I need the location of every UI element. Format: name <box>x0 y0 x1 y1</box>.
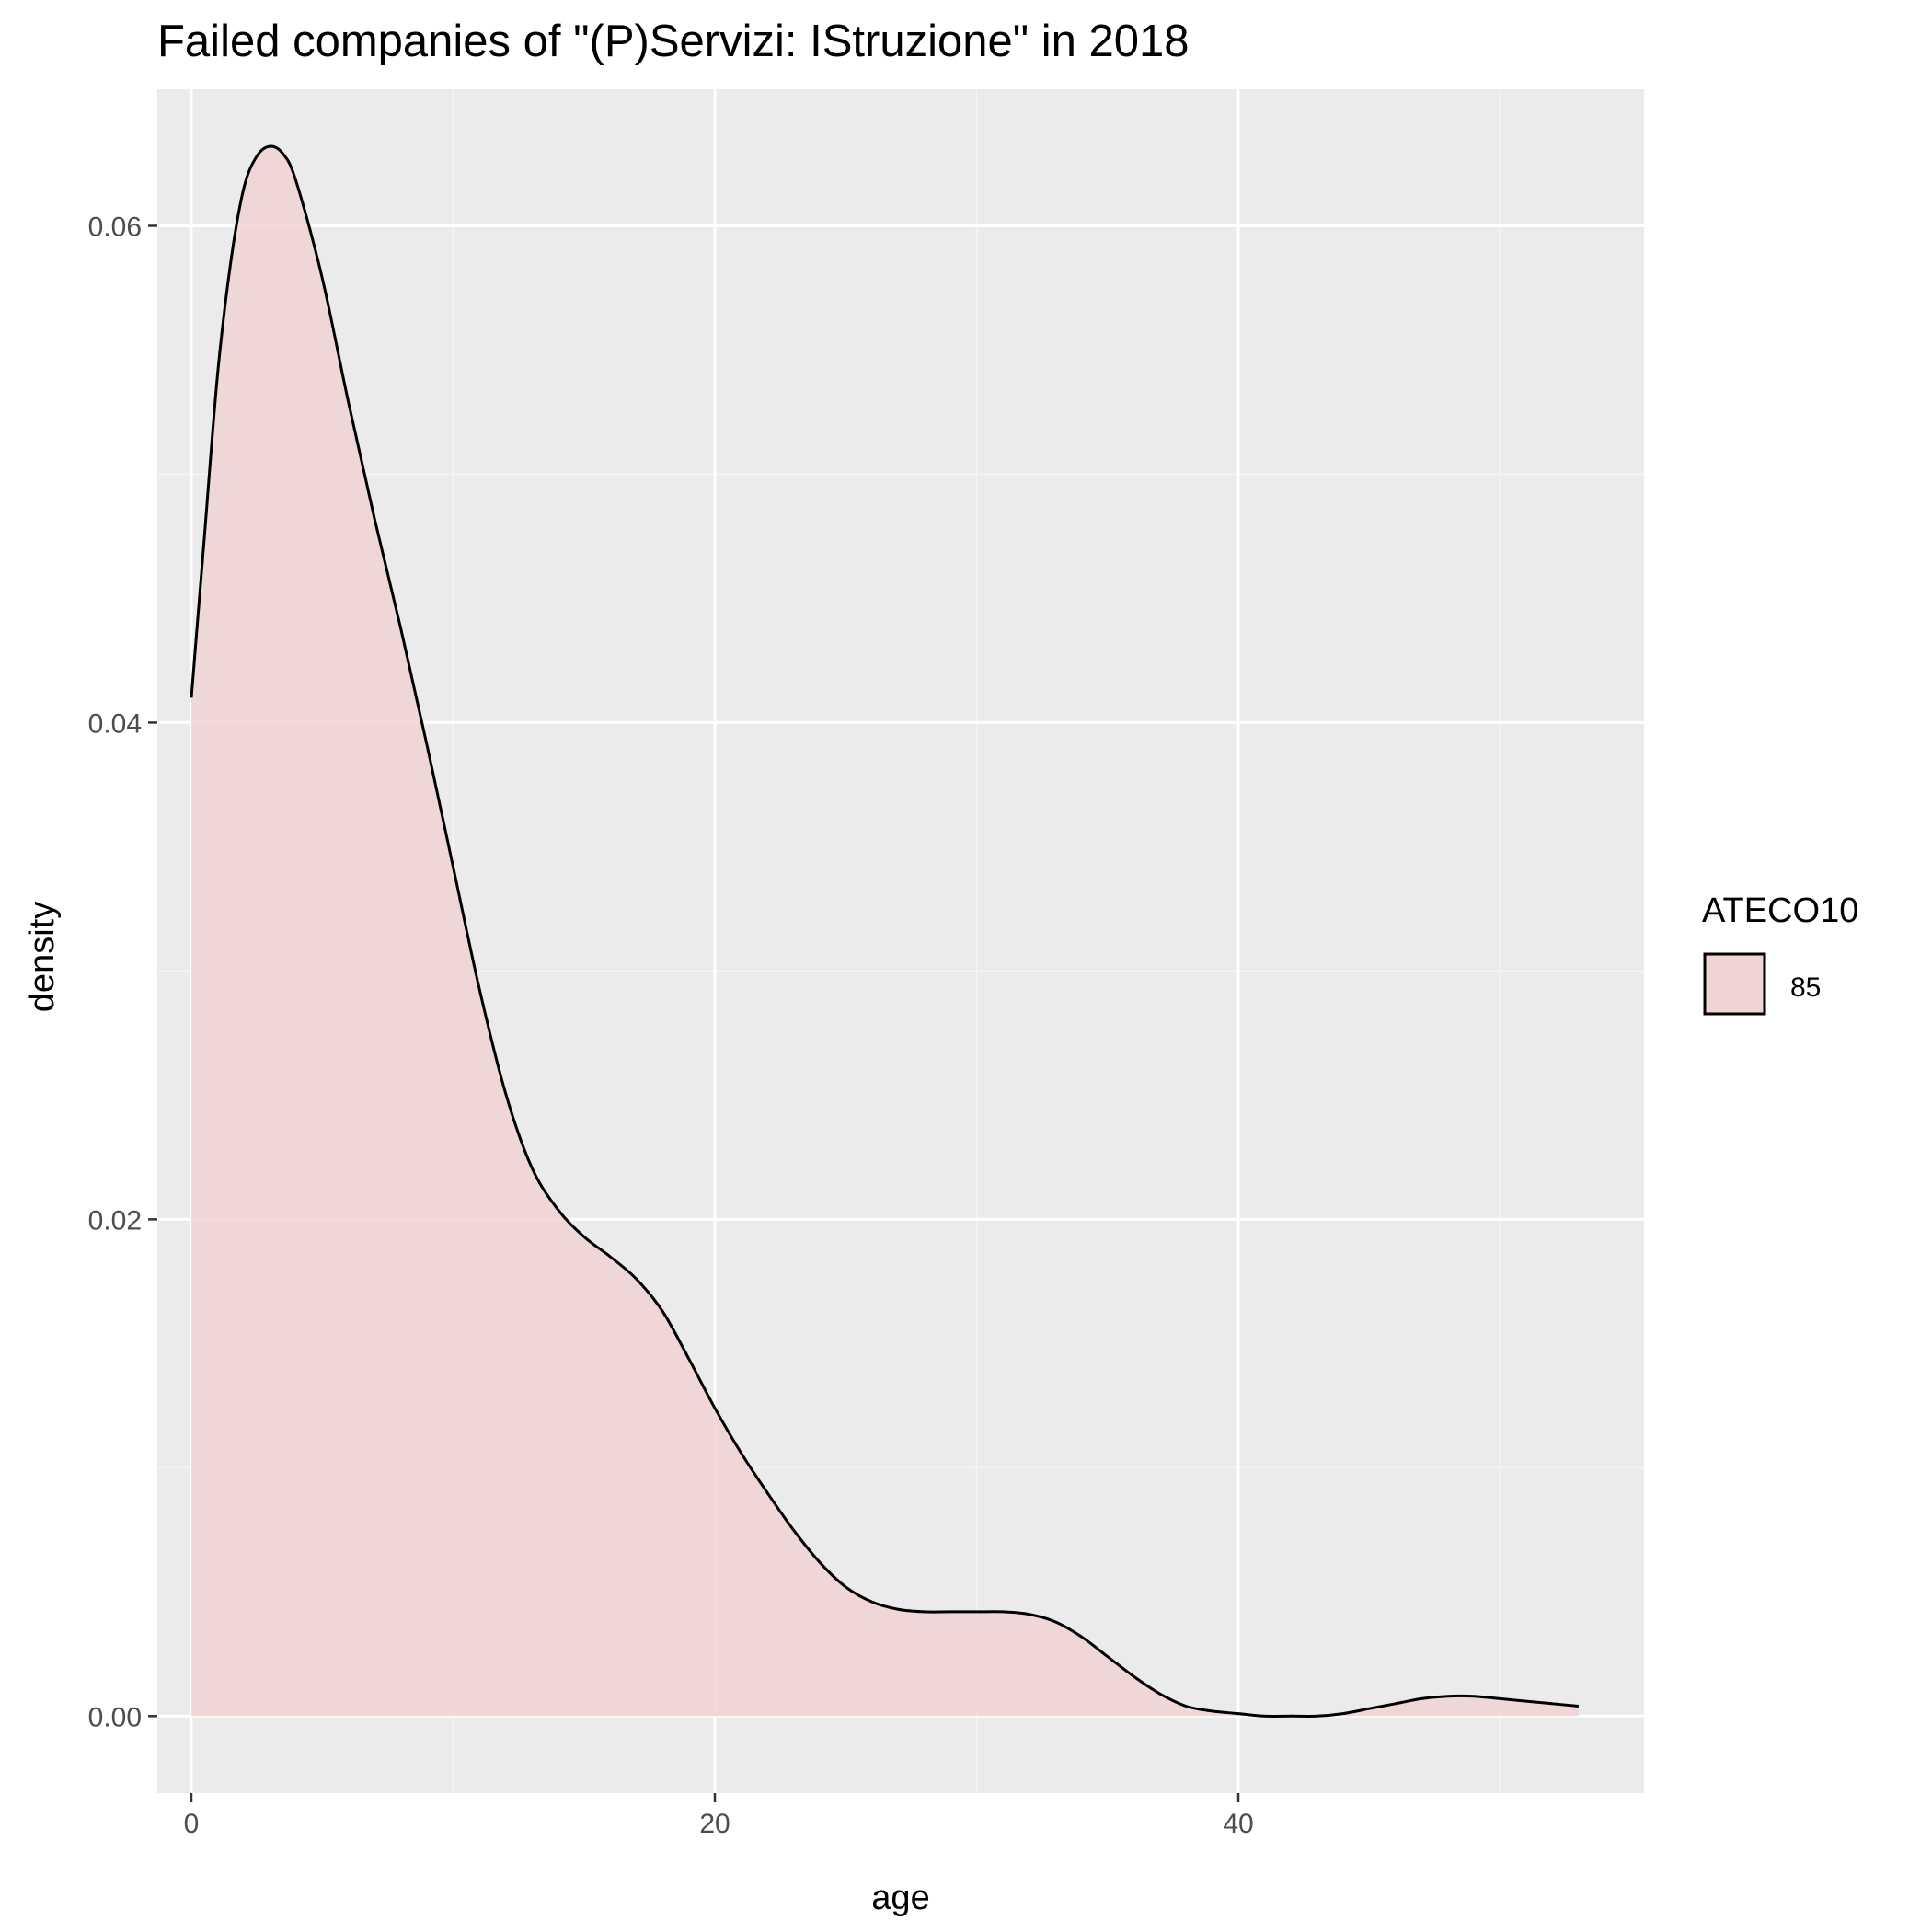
y-axis-title: density <box>23 902 62 1012</box>
y-tick-label: 0.02 <box>88 1205 142 1236</box>
y-tick-label: 0.00 <box>88 1702 142 1732</box>
density-line <box>190 144 1580 1719</box>
y-tick-label: 0.06 <box>88 212 142 242</box>
chart-title: Failed companies of "(P)Servizi: IStruzi… <box>157 17 1189 66</box>
legend-key-85 <box>1703 952 1766 1016</box>
x-axis-title: age <box>871 1879 929 1917</box>
x-axis: 0 20 40 <box>184 1793 1254 1839</box>
legend: ATECO10 85 <box>1702 891 1858 1016</box>
y-axis: 0.00 0.02 0.04 0.06 <box>88 212 157 1732</box>
density-area <box>190 146 1579 1717</box>
x-tick-label: 0 <box>184 1809 200 1839</box>
legend-label-85: 85 <box>1790 972 1821 1003</box>
legend-title: ATECO10 <box>1702 891 1858 930</box>
x-tick-label: 40 <box>1223 1809 1253 1839</box>
x-tick-label: 20 <box>699 1809 730 1839</box>
y-tick-label: 0.04 <box>88 708 142 739</box>
